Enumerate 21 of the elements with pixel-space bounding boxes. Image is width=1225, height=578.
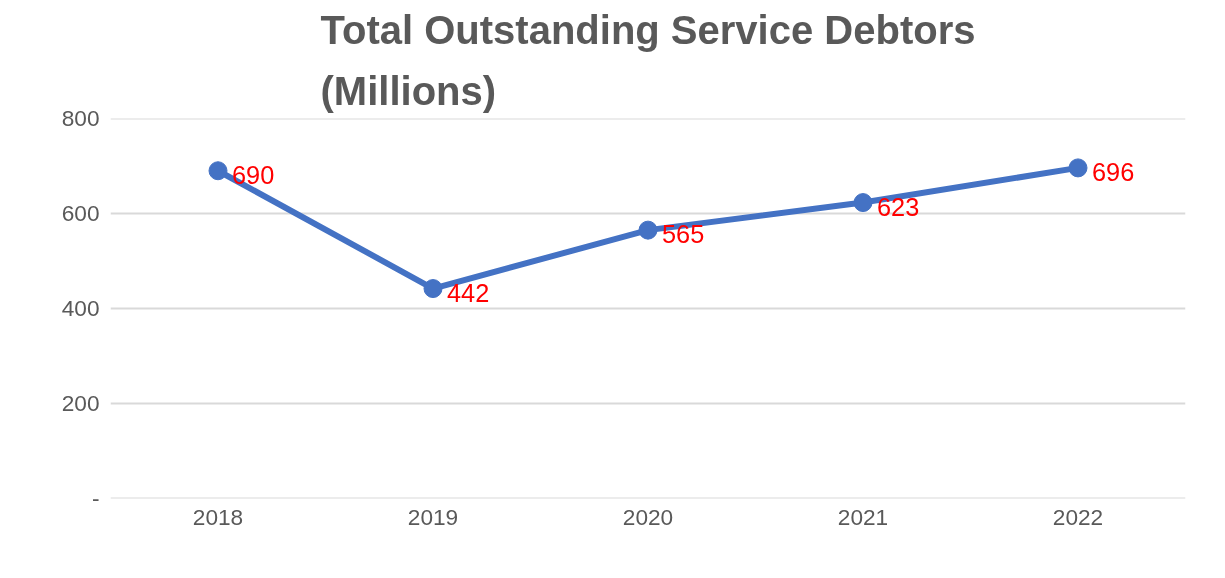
data-label: 442: [447, 278, 490, 307]
data-label: 623: [877, 192, 920, 221]
point: [1068, 158, 1088, 178]
point: [423, 279, 443, 299]
point: [208, 161, 228, 181]
y-tick-label: 200: [61, 390, 100, 416]
x-tick-label: 2019: [407, 503, 459, 530]
data-label: 690: [232, 160, 275, 189]
y-tick-label: 400: [61, 295, 100, 321]
x-tick-label: 2022: [1052, 503, 1104, 530]
point: [853, 193, 873, 213]
y-tick-label: 800: [61, 105, 100, 131]
chart-title: Total Outstanding Service Debtors (Millions): [320, 7, 976, 114]
point: [638, 220, 658, 240]
x-tick-label: 2018: [192, 503, 244, 530]
data-label: 696: [1092, 157, 1135, 186]
y-tick-label: -: [91, 485, 100, 511]
data-label: 565: [662, 220, 705, 249]
x-tick-label: 2021: [837, 503, 889, 530]
y-tick-label: 600: [61, 200, 100, 226]
x-tick-label: 2020: [622, 503, 674, 530]
